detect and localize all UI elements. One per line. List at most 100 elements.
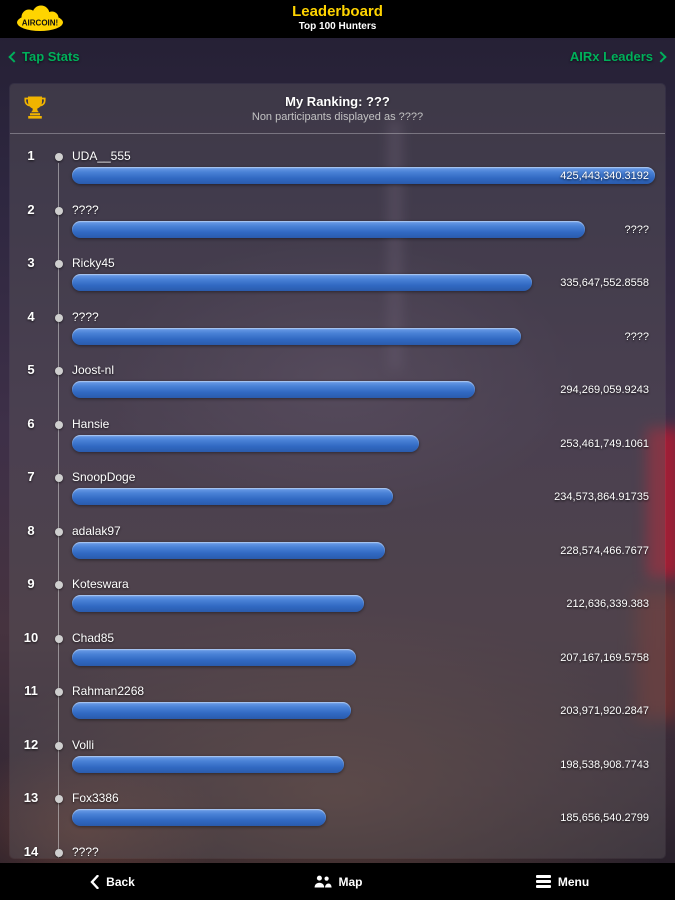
score-value: 185,656,540.2799 (560, 812, 649, 824)
score-value: 253,461,749.1061 (560, 437, 649, 450)
score-bar (72, 167, 655, 184)
score-bar (72, 595, 364, 612)
map-icon (314, 875, 332, 887)
back-button[interactable]: Back (0, 863, 225, 900)
aircoin-logo: AIRCOIN! (14, 5, 66, 38)
leaderboard-row[interactable]: 1 UDA__555 425,443,340.3192 (10, 147, 665, 201)
score-bar (72, 702, 352, 719)
back-chevron-icon (90, 874, 99, 889)
chevron-right-icon (655, 50, 667, 63)
nav-row: Tap Stats AIRx Leaders (0, 38, 675, 80)
rank-number: 1 (27, 148, 35, 163)
timeline-dot (54, 795, 63, 803)
leaderboard-row[interactable]: 9 Koteswara 212,636,339.383 (10, 575, 665, 629)
rank-number: 5 (27, 362, 35, 377)
player-name: UDA__555 (72, 149, 131, 163)
score-bar (72, 220, 586, 238)
timeline-dot (54, 367, 63, 375)
menu-label: Menu (557, 874, 590, 889)
rank-number: 2 (27, 201, 35, 217)
player-name: Hansie (72, 416, 110, 431)
timeline-dot (54, 474, 63, 482)
rank-number: 7 (27, 469, 35, 484)
player-name: ???? (72, 844, 99, 859)
player-name: adalak97 (72, 523, 121, 538)
score-bar (72, 648, 356, 666)
player-name: Koteswara (72, 577, 129, 591)
leaderboard-row[interactable]: 10 Chad85 207,167,169.5758 (10, 629, 665, 683)
timeline-dot (54, 688, 63, 696)
timeline-dot (54, 634, 63, 643)
timeline-dot (54, 420, 63, 429)
player-name: SnoopDoge (72, 470, 136, 484)
player-name: Rahman2268 (72, 684, 145, 698)
tap-stats-link[interactable]: Tap Stats (8, 49, 80, 64)
logo-text: AIRCOIN! (22, 19, 58, 28)
leaderboard-row[interactable]: 6 Hansie 253,461,749.1061 (10, 415, 665, 469)
rank-number: 10 (23, 629, 39, 645)
score-bar (72, 541, 386, 559)
leaderboard-row[interactable]: 11 Rahman2268 203,971,920.2847 (10, 682, 665, 736)
rank-number: 12 (23, 736, 39, 752)
leaderboard-row[interactable]: 12 Volli 198,538,908.7743 (10, 736, 665, 790)
map-button[interactable]: Map (225, 863, 450, 900)
score-value: 207,167,169.5758 (560, 651, 649, 664)
rank-number: 6 (27, 415, 35, 431)
page-title: Leaderboard (292, 3, 383, 20)
rank-timeline (58, 163, 59, 858)
leaderboard-panel: My Ranking: ??? Non participants display… (10, 84, 665, 858)
leaderboard-row[interactable]: 7 SnoopDoge 234,573,864.91735 (10, 468, 665, 522)
score-value: 294,269,059.9243 (560, 384, 649, 396)
score-bar (72, 755, 345, 773)
leaderboard-row[interactable]: 3 Ricky45 335,647,552.8558 (10, 254, 665, 308)
timeline-dot (54, 581, 63, 589)
my-ranking-text: My Ranking: ??? (285, 94, 390, 109)
score-value: ???? (624, 330, 649, 343)
tap-stats-label: Tap Stats (22, 49, 80, 64)
timeline-dot (54, 206, 63, 215)
background-red-light (647, 428, 675, 578)
score-bar (72, 381, 476, 398)
timeline-dot (54, 741, 63, 750)
menu-button[interactable]: Menu (450, 863, 675, 900)
leaderboard-row[interactable]: 13 Fox3386 185,656,540.2799 (10, 789, 665, 843)
timeline-dot (54, 527, 63, 536)
map-label: Map (338, 874, 363, 889)
timeline-dot (54, 260, 63, 268)
score-value: 228,574,466.7677 (560, 544, 649, 557)
score-value: 425,443,340.3192 (560, 170, 649, 182)
chevron-left-icon (8, 50, 20, 63)
score-bar (72, 434, 420, 452)
airx-leaders-link[interactable]: AIRx Leaders (569, 49, 667, 64)
timeline-dot (54, 313, 63, 322)
panel-header: My Ranking: ??? Non participants display… (10, 84, 665, 134)
leaderboard-row[interactable]: 2 ???? ???? (10, 201, 665, 255)
top-bar: AIRCOIN! Leaderboard Top 100 Hunters (0, 0, 675, 38)
player-name: Volli (72, 737, 95, 752)
leaderboard-row[interactable]: 4 ???? ???? (10, 308, 665, 362)
page-subtitle: Top 100 Hunters (298, 21, 377, 32)
score-bar (72, 488, 394, 505)
airx-leaders-label: AIRx Leaders (569, 49, 653, 64)
cloud-logo-icon: AIRCOIN! (17, 5, 63, 31)
score-bar (72, 809, 327, 826)
player-name: Ricky45 (72, 256, 115, 270)
player-name: Chad85 (72, 630, 115, 645)
player-name: Joost-nl (72, 363, 115, 377)
score-bar (72, 274, 532, 291)
score-value: 212,636,339.383 (566, 598, 649, 610)
score-value: ???? (624, 223, 649, 236)
rank-number: 11 (24, 683, 38, 698)
score-bar (72, 327, 521, 345)
score-value: 234,573,864.91735 (554, 491, 649, 503)
back-label: Back (106, 874, 135, 889)
leaderboard-row[interactable]: 14 ???? (10, 843, 665, 859)
timeline-dot (54, 153, 63, 161)
player-name: ???? (72, 309, 99, 324)
leaderboard-row[interactable]: 5 Joost-nl 294,269,059.9243 (10, 361, 665, 415)
rank-number: 4 (27, 308, 35, 324)
bottom-bar: Back Map Menu (0, 863, 675, 900)
leaderboard-row[interactable]: 8 adalak97 228,574,466.7677 (10, 522, 665, 576)
score-value: 203,971,920.2847 (560, 705, 649, 717)
score-value: 335,647,552.8558 (560, 277, 649, 289)
